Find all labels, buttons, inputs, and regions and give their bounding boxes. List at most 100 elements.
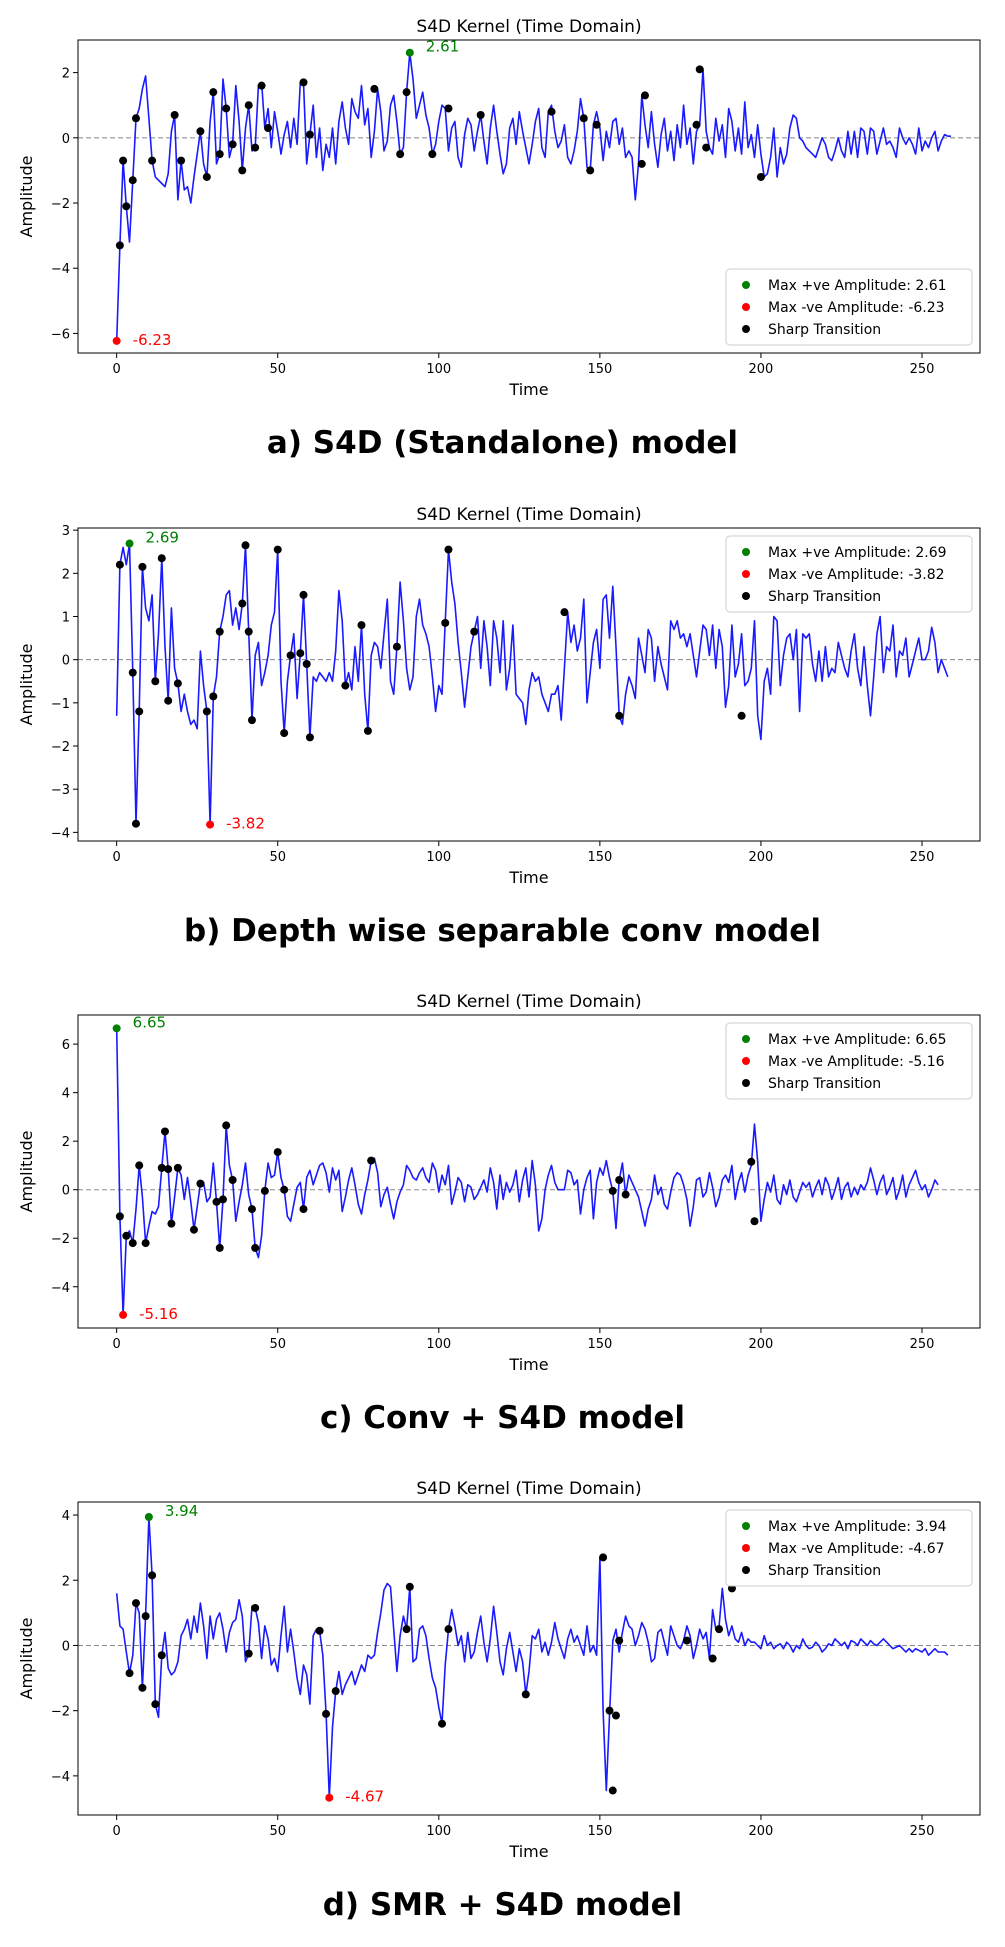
y-axis-label: Amplitude	[17, 1131, 36, 1213]
sharp-transition-point	[305, 733, 314, 742]
y-tick-label: 0	[62, 1639, 70, 1654]
chart-panel-c: S4D Kernel (Time Domain) 0 50 100 150 200 250 −…	[0, 975, 1005, 1460]
legend-entry: Max -ve Amplitude: -5.16	[768, 1054, 945, 1070]
sharp-transition-point	[260, 1186, 269, 1195]
sharp-transition-point	[115, 1212, 124, 1221]
legend-marker	[742, 1544, 750, 1552]
sharp-transition-point	[341, 681, 350, 690]
sharp-transition-point	[257, 81, 266, 90]
max-positive-point	[144, 1512, 153, 1521]
legend-marker	[742, 1566, 750, 1574]
y-tick-label: 4	[62, 1509, 70, 1524]
y-tick-label: 6	[62, 1038, 70, 1053]
sharp-transition-point	[621, 1190, 630, 1199]
sharp-transition-point	[692, 120, 701, 129]
sharp-transition-point	[305, 130, 314, 139]
sharp-transition-point	[560, 608, 569, 617]
sharp-transition-point	[125, 1669, 134, 1678]
y-tick-label: 3	[62, 524, 70, 539]
max-positive-label: 2.69	[146, 529, 179, 547]
x-tick-label: 50	[269, 1824, 286, 1839]
sharp-transition-point	[615, 1636, 624, 1645]
sharp-transition-point	[640, 91, 649, 100]
y-tick-label: −3	[51, 783, 70, 798]
x-tick-label: 150	[587, 362, 612, 377]
y-tick-label: −1	[51, 697, 70, 712]
sharp-transition-point	[215, 150, 224, 159]
x-tick-label: 100	[426, 1337, 451, 1352]
max-positive-label: 6.65	[133, 1013, 166, 1031]
sharp-transition-point	[157, 1651, 166, 1660]
x-axis-label: Time	[508, 1842, 548, 1861]
sharp-transition-point	[131, 1599, 140, 1608]
legend-entry: Max +ve Amplitude: 3.94	[768, 1519, 947, 1535]
sharp-transition-point	[247, 716, 256, 725]
sharp-transition-point	[608, 1786, 617, 1795]
sharp-transition-point	[122, 202, 131, 211]
sharp-transition-point	[695, 65, 704, 74]
legend-entry: Sharp Transition	[768, 589, 881, 605]
sharp-transition-point	[135, 1161, 144, 1170]
sharp-transition-point	[302, 659, 311, 668]
sharp-transition-point	[222, 1121, 231, 1130]
x-tick-label: 0	[113, 1337, 121, 1352]
max-positive-point	[405, 48, 414, 57]
sharp-transition-point	[173, 1163, 182, 1172]
sharp-transition-point	[167, 1219, 176, 1228]
y-tick-label: −4	[51, 1281, 70, 1296]
sharp-transition-point	[747, 1157, 756, 1166]
sharp-transition-point	[251, 143, 260, 152]
y-tick-label: 2	[62, 1135, 70, 1150]
plot-frame	[77, 1014, 981, 1329]
sharp-transition-point	[128, 1239, 137, 1248]
chart-panel-a: S4D Kernel (Time Domain) 0 50 100 150 200 250 −…	[0, 0, 1005, 485]
sharp-transition-point	[251, 1243, 260, 1252]
sharp-transition-point	[196, 1179, 205, 1188]
legend-marker	[742, 325, 750, 333]
y-axis-label: Amplitude	[17, 644, 36, 726]
sharp-transition-point	[682, 1636, 691, 1645]
y-tick-label: 0	[62, 132, 70, 147]
sharp-transition-point	[264, 124, 273, 133]
sharp-transition-point	[244, 1649, 253, 1658]
max-negative-label: -5.16	[139, 1305, 178, 1323]
max-negative-point	[206, 820, 215, 829]
sharp-transition-point	[715, 1625, 724, 1634]
y-tick-label: 2	[62, 1574, 70, 1589]
x-tick-label: 50	[269, 850, 286, 865]
plot-frame	[77, 1501, 981, 1816]
legend-entry: Sharp Transition	[768, 322, 881, 338]
sharp-transition-point	[135, 707, 144, 716]
sharp-transition-point	[273, 1148, 282, 1157]
legend-marker	[742, 303, 750, 311]
x-tick-label: 0	[113, 362, 121, 377]
sharp-transition-point	[238, 166, 247, 175]
max-negative-label: -4.67	[345, 1788, 384, 1806]
sharp-transition-point	[218, 1195, 227, 1204]
sharp-transition-point	[209, 88, 218, 97]
sharp-transition-point	[244, 627, 253, 636]
sharp-transition-point	[299, 1205, 308, 1214]
x-tick-label: 50	[269, 362, 286, 377]
x-tick-label: 250	[910, 362, 935, 377]
sharp-transition-point	[238, 599, 247, 608]
x-tick-label: 100	[426, 362, 451, 377]
sharp-transition-point	[131, 819, 140, 828]
sharp-transition-point	[212, 1197, 221, 1206]
legend-marker	[742, 1522, 750, 1530]
max-negative-point	[325, 1793, 334, 1802]
y-tick-label: −2	[51, 197, 70, 212]
sharp-transition-point	[138, 562, 147, 571]
legend-box	[725, 268, 973, 346]
x-tick-label: 100	[426, 1824, 451, 1839]
max-positive-point	[112, 1024, 121, 1033]
sharp-transition-point	[131, 114, 140, 123]
legend-entry: Max -ve Amplitude: -3.82	[768, 567, 945, 583]
x-axis-label: Time	[508, 868, 548, 887]
legend-marker	[742, 592, 750, 600]
y-tick-label: 4	[62, 1087, 70, 1102]
sharp-transition-point	[592, 120, 601, 129]
sharp-transition-point	[586, 166, 595, 175]
sharp-transition-point	[615, 711, 624, 720]
sharp-transition-point	[299, 590, 308, 599]
